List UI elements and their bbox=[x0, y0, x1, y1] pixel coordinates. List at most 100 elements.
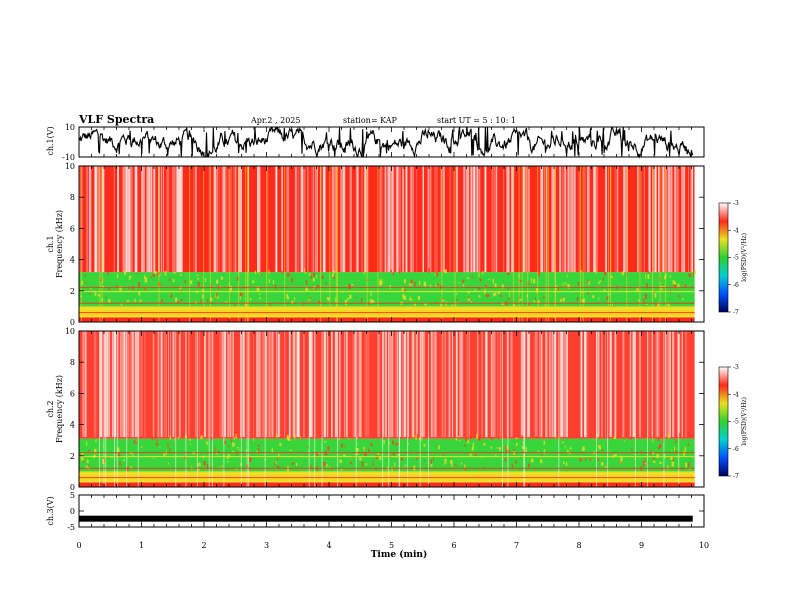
spectrogram-speckle bbox=[663, 286, 665, 288]
spectrogram-impulse bbox=[337, 166, 338, 322]
spectrogram-speckle bbox=[218, 466, 220, 468]
spectrogram-streak bbox=[551, 331, 554, 438]
spectrogram-streak bbox=[461, 331, 464, 438]
spectrogram-speckle bbox=[493, 292, 496, 297]
spectrogram-streak bbox=[214, 166, 217, 273]
spectrogram-speckle bbox=[587, 291, 589, 295]
spectrogram-speckle bbox=[467, 297, 470, 301]
spectrogram-streak bbox=[334, 331, 338, 438]
spectrogram-speckle bbox=[216, 279, 219, 284]
spectrogram-streak bbox=[193, 166, 195, 273]
spectrogram-speckle bbox=[603, 289, 606, 291]
svg-text:Frequency (kHz): Frequency (kHz) bbox=[55, 210, 64, 278]
spectrogram-streak bbox=[416, 166, 418, 273]
spectrogram-speckle bbox=[488, 278, 491, 280]
spectrogram-speckle bbox=[197, 277, 199, 280]
spectrogram-streak bbox=[219, 331, 221, 438]
spectrogram-streak bbox=[315, 166, 316, 273]
spectrogram-streak bbox=[335, 331, 337, 438]
spectrogram-speckle bbox=[678, 432, 682, 438]
spectrogram-streak bbox=[655, 331, 658, 438]
spectrogram-speckle bbox=[670, 457, 673, 460]
spectrogram-speckle bbox=[221, 464, 223, 470]
spectrogram-speckle bbox=[324, 451, 327, 456]
ch1-voltage-axis-label: ch.1(V) bbox=[46, 126, 55, 155]
spectrogram-speckle bbox=[565, 462, 568, 466]
colorbar-tick-label: -6 bbox=[733, 282, 739, 289]
spectrogram-speckle bbox=[227, 461, 229, 463]
spectrogram-speckle bbox=[138, 291, 141, 296]
spectrogram-streak bbox=[304, 166, 306, 273]
spectrogram-streak bbox=[622, 331, 625, 438]
spectrogram-streak bbox=[503, 166, 505, 273]
spectrogram-speckle bbox=[674, 450, 677, 453]
spectrogram-speckle bbox=[381, 279, 383, 285]
spectrogram-streak bbox=[596, 166, 599, 273]
spectrogram-speckle bbox=[175, 297, 178, 303]
spectrogram-streak bbox=[276, 166, 278, 273]
spectrogram-speckle bbox=[326, 463, 328, 468]
spectrogram-impulse bbox=[264, 331, 266, 487]
y-tick-label: -5 bbox=[67, 523, 75, 532]
spectrogram-speckle bbox=[407, 442, 409, 445]
spectrogram-streak bbox=[428, 166, 430, 273]
ch1-waveform-panel: 10 -10 bbox=[62, 123, 705, 162]
spectrogram-streak bbox=[85, 166, 88, 273]
spectrogram-speckle bbox=[519, 298, 522, 301]
spectrogram-speckle bbox=[416, 457, 418, 461]
spectrogram-speckle bbox=[245, 449, 247, 452]
spectrogram-speckle bbox=[291, 277, 293, 282]
spectrogram-streak bbox=[638, 331, 641, 438]
y-tick-label: -10 bbox=[62, 153, 75, 162]
spectrogram-speckle bbox=[356, 436, 358, 440]
spectrogram-streak bbox=[469, 166, 472, 273]
spectrogram-impulse bbox=[185, 331, 187, 487]
spectrogram-streak bbox=[430, 331, 433, 438]
spectrogram-streak bbox=[129, 331, 132, 438]
spectrogram-speckle bbox=[438, 445, 440, 450]
spectrogram-speckle bbox=[675, 439, 677, 444]
spectrogram-speckle bbox=[80, 295, 82, 297]
spectrogram-streak bbox=[432, 331, 434, 438]
spectrogram-speckle bbox=[296, 462, 298, 466]
spectrogram-streak bbox=[388, 331, 391, 438]
spectrogram-streak bbox=[134, 166, 137, 273]
spectrogram-streak bbox=[536, 331, 538, 438]
spectrogram-streak bbox=[342, 166, 345, 273]
spectrogram-streak bbox=[195, 166, 197, 273]
spectrogram-streak bbox=[588, 166, 590, 273]
spectrogram-streak bbox=[564, 166, 567, 273]
spectrogram-speckle bbox=[88, 449, 90, 452]
spectrogram-streak bbox=[307, 166, 309, 273]
spectrogram-speckle bbox=[592, 295, 595, 299]
spectrogram-streak bbox=[402, 166, 404, 273]
spectrogram-impulse bbox=[245, 166, 247, 322]
spectrogram-speckle bbox=[415, 434, 417, 440]
spectrogram-speckle bbox=[604, 466, 607, 468]
spectrogram-speckle bbox=[416, 433, 419, 438]
spectrogram-speckle bbox=[688, 462, 690, 467]
colorbar-tick-label: -4 bbox=[733, 227, 739, 234]
spectrogram-speckle bbox=[129, 275, 132, 278]
spectrogram-speckle bbox=[397, 454, 399, 456]
spectrogram-streak bbox=[396, 166, 400, 273]
spectrogram-streak bbox=[392, 331, 394, 438]
spectrogram-streak bbox=[420, 331, 423, 438]
spectrogram-streak bbox=[277, 331, 279, 438]
spectrogram-streak bbox=[652, 166, 655, 273]
spectrogram-streak bbox=[87, 166, 89, 273]
spectrogram-streak bbox=[152, 331, 155, 438]
spectrogram-speckle bbox=[341, 443, 344, 448]
spectrogram-streak bbox=[265, 331, 267, 438]
spectrogram-speckle bbox=[472, 442, 475, 446]
spectrogram-streak bbox=[300, 166, 303, 273]
colorbar-tick-label: -5 bbox=[733, 255, 739, 262]
spectrogram-speckle bbox=[134, 298, 136, 302]
colorbar-ch2: -3 -4 -5 -6 -7 log(PSD)(V²/Hz) bbox=[718, 364, 748, 480]
spectrogram-speckle bbox=[451, 304, 454, 307]
spectrogram-streak bbox=[506, 331, 509, 438]
spectrogram-speckle bbox=[425, 303, 427, 305]
spectrogram-speckle bbox=[687, 443, 689, 446]
spectrogram-speckle bbox=[100, 277, 102, 283]
spectrogram-speckle bbox=[94, 292, 97, 296]
